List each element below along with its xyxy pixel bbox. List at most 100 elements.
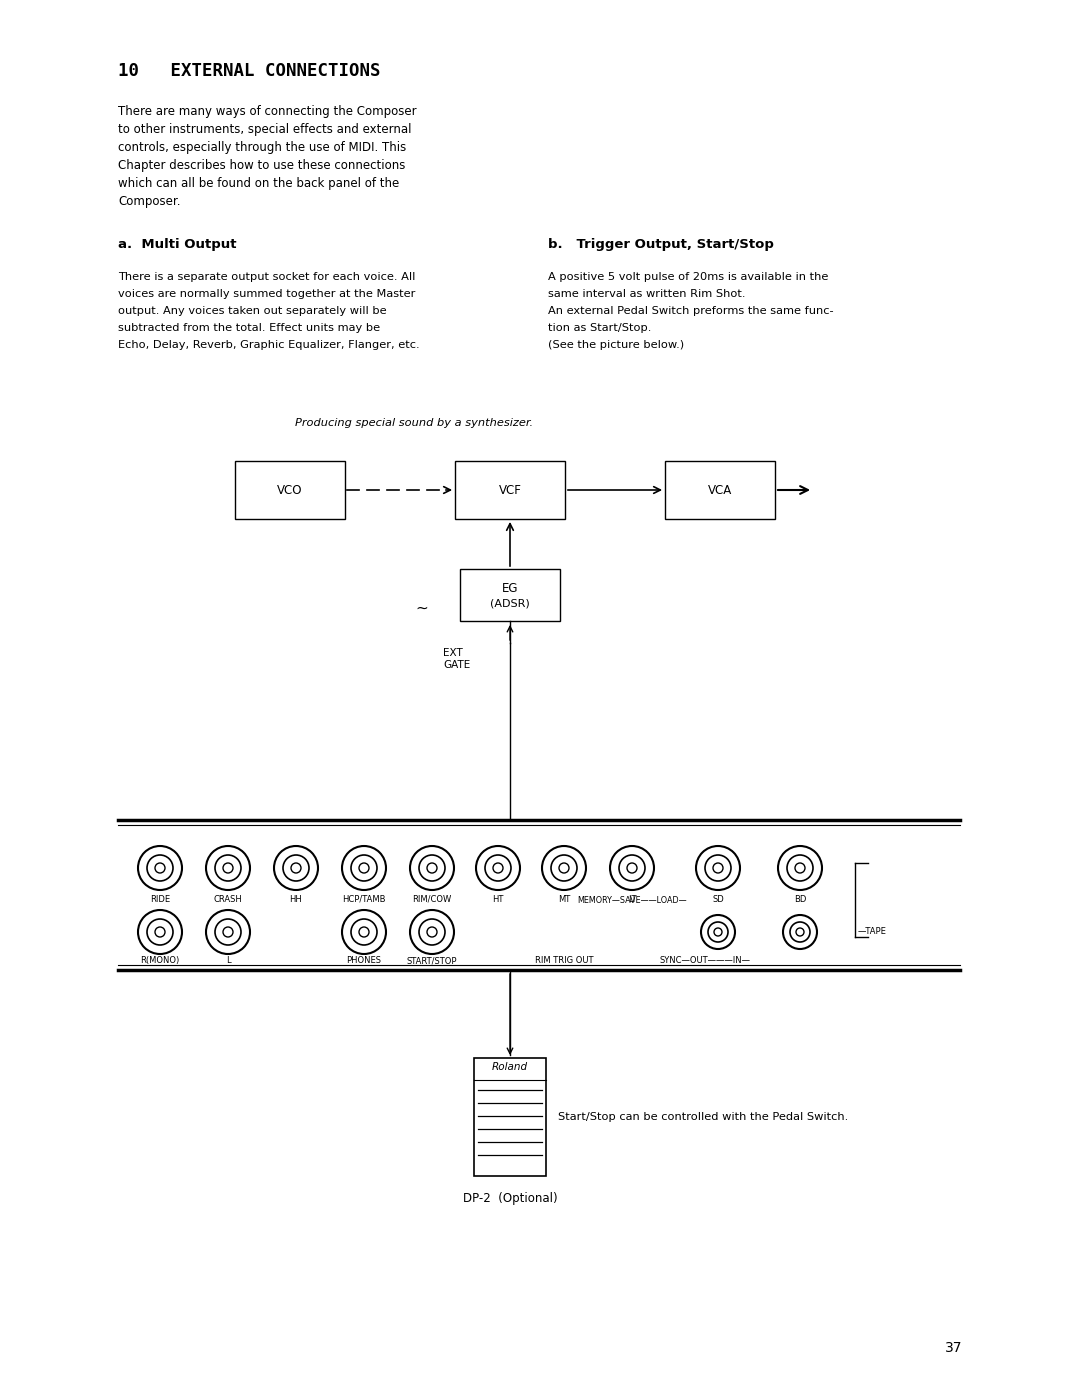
Text: controls, especially through the use of MIDI. This: controls, especially through the use of … — [118, 141, 406, 155]
Circle shape — [351, 919, 377, 945]
Circle shape — [705, 856, 731, 880]
Circle shape — [206, 846, 249, 890]
Circle shape — [778, 846, 822, 890]
Circle shape — [342, 846, 386, 890]
Text: 10   EXTERNAL CONNECTIONS: 10 EXTERNAL CONNECTIONS — [118, 62, 380, 80]
Text: VCA: VCA — [707, 483, 732, 497]
Text: subtracted from the total. Effect units may be: subtracted from the total. Effect units … — [118, 323, 380, 333]
Text: Chapter describes how to use these connections: Chapter describes how to use these conne… — [118, 159, 405, 172]
Text: (See the picture below.): (See the picture below.) — [548, 339, 684, 351]
Text: 37: 37 — [945, 1341, 962, 1355]
Text: PHONES: PHONES — [347, 956, 381, 965]
Text: voices are normally summed together at the Master: voices are normally summed together at t… — [118, 288, 416, 299]
Text: VCF: VCF — [499, 483, 522, 497]
Text: a.  Multi Output: a. Multi Output — [118, 237, 237, 251]
Text: MEMORY—SAVE——LOAD—: MEMORY—SAVE——LOAD— — [577, 896, 687, 905]
Circle shape — [619, 856, 645, 880]
Bar — [235, 461, 345, 519]
Circle shape — [419, 919, 445, 945]
Text: Composer.: Composer. — [118, 195, 180, 208]
Bar — [455, 461, 565, 519]
Text: Producing special sound by a synthesizer.: Producing special sound by a synthesizer… — [295, 418, 534, 428]
Text: —TAPE: —TAPE — [858, 927, 887, 937]
Text: R(MONO): R(MONO) — [140, 956, 179, 965]
Circle shape — [542, 846, 586, 890]
Circle shape — [222, 927, 233, 937]
Circle shape — [713, 862, 723, 874]
Text: HH: HH — [289, 896, 302, 904]
Text: An external Pedal Switch preforms the same func-: An external Pedal Switch preforms the sa… — [548, 306, 834, 316]
Circle shape — [708, 922, 728, 943]
Text: SYNC—OUT———IN—: SYNC—OUT———IN— — [660, 956, 751, 965]
Text: There is a separate output socket for each voice. All: There is a separate output socket for ea… — [118, 272, 416, 282]
Text: output. Any voices taken out separately will be: output. Any voices taken out separately … — [118, 306, 387, 316]
Circle shape — [427, 862, 437, 874]
Circle shape — [783, 915, 816, 949]
Circle shape — [696, 846, 740, 890]
Circle shape — [627, 862, 637, 874]
Circle shape — [551, 856, 577, 880]
Text: L: L — [226, 956, 230, 965]
Bar — [665, 461, 775, 519]
Circle shape — [476, 846, 519, 890]
Text: (ADSR): (ADSR) — [490, 598, 530, 609]
Text: A positive 5 volt pulse of 20ms is available in the: A positive 5 volt pulse of 20ms is avail… — [548, 272, 828, 282]
Text: Echo, Delay, Reverb, Graphic Equalizer, Flanger, etc.: Echo, Delay, Reverb, Graphic Equalizer, … — [118, 339, 420, 351]
Circle shape — [215, 919, 241, 945]
Text: SD: SD — [712, 896, 724, 904]
Circle shape — [714, 927, 723, 936]
Text: HT: HT — [492, 896, 503, 904]
Circle shape — [492, 862, 503, 874]
Circle shape — [359, 862, 369, 874]
Circle shape — [147, 919, 173, 945]
Text: LT: LT — [627, 896, 636, 904]
Circle shape — [342, 909, 386, 954]
Text: EXT
GATE: EXT GATE — [443, 649, 470, 669]
Circle shape — [701, 915, 735, 949]
Circle shape — [485, 856, 511, 880]
Text: VCO: VCO — [278, 483, 302, 497]
Circle shape — [787, 856, 813, 880]
Circle shape — [359, 927, 369, 937]
Circle shape — [156, 927, 165, 937]
Circle shape — [410, 909, 454, 954]
Text: BD: BD — [794, 896, 806, 904]
Bar — [474, 1058, 546, 1176]
Text: CRASH: CRASH — [214, 896, 242, 904]
Circle shape — [138, 909, 183, 954]
Circle shape — [215, 856, 241, 880]
Circle shape — [156, 862, 165, 874]
Text: MT: MT — [558, 896, 570, 904]
Circle shape — [796, 927, 804, 936]
Text: tion as Start/Stop.: tion as Start/Stop. — [548, 323, 651, 333]
Circle shape — [610, 846, 654, 890]
Text: START/STOP: START/STOP — [407, 956, 457, 965]
Circle shape — [559, 862, 569, 874]
Text: HCP/TAMB: HCP/TAMB — [342, 896, 386, 904]
Circle shape — [427, 927, 437, 937]
Circle shape — [206, 909, 249, 954]
Text: RIM/COW: RIM/COW — [413, 896, 451, 904]
Text: EG: EG — [502, 582, 518, 596]
Circle shape — [291, 862, 301, 874]
Text: b.   Trigger Output, Start/Stop: b. Trigger Output, Start/Stop — [548, 237, 774, 251]
Circle shape — [274, 846, 318, 890]
Bar — [460, 569, 561, 621]
Text: which can all be found on the back panel of the: which can all be found on the back panel… — [118, 177, 400, 190]
Circle shape — [789, 922, 810, 943]
Circle shape — [351, 856, 377, 880]
Circle shape — [410, 846, 454, 890]
Text: There are many ways of connecting the Composer: There are many ways of connecting the Co… — [118, 105, 417, 119]
Text: ∼: ∼ — [415, 600, 428, 615]
Circle shape — [138, 846, 183, 890]
Circle shape — [147, 856, 173, 880]
Text: Start/Stop can be controlled with the Pedal Switch.: Start/Stop can be controlled with the Pe… — [558, 1112, 848, 1122]
Text: RIM TRIG OUT: RIM TRIG OUT — [535, 956, 593, 965]
Circle shape — [222, 862, 233, 874]
Circle shape — [419, 856, 445, 880]
Circle shape — [283, 856, 309, 880]
Text: same interval as written Rim Shot.: same interval as written Rim Shot. — [548, 288, 745, 299]
Text: RIDE: RIDE — [150, 896, 170, 904]
Circle shape — [795, 862, 805, 874]
Text: DP-2  (Optional): DP-2 (Optional) — [462, 1192, 557, 1205]
